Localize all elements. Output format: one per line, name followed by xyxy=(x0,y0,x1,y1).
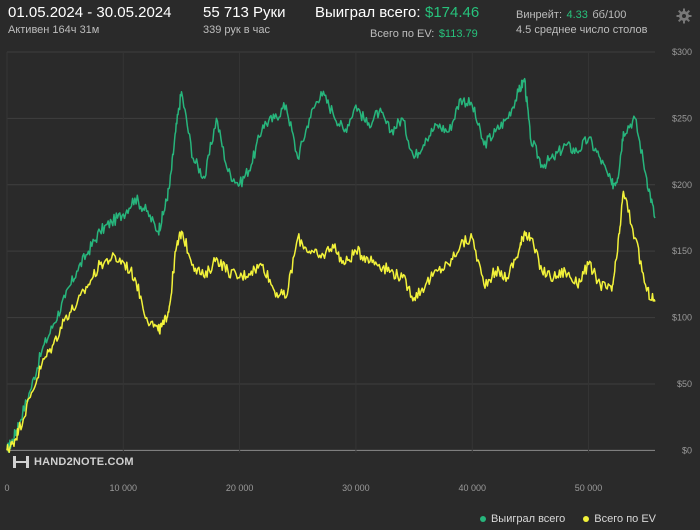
legend-item-ev[interactable]: Всего по EV xyxy=(583,513,656,525)
y-tick-label: $150 xyxy=(672,246,692,256)
total-won-label: Выиграл всего: xyxy=(315,4,421,21)
active-time: Активен 164ч 31м xyxy=(8,24,100,36)
total-ev-label: Всего по EV: xyxy=(370,28,435,40)
winrate-value: 4.33 xyxy=(566,9,588,21)
x-tick-label: 30 000 xyxy=(342,483,370,493)
x-tick-label: 10 000 xyxy=(110,483,138,493)
legend-label-ev: Всего по EV xyxy=(594,513,656,525)
hands-per-hour: 339 рук в час xyxy=(203,24,271,36)
total-ev-value: $113.79 xyxy=(438,28,478,40)
logo-text: HAND2NOTE.COM xyxy=(34,456,134,468)
winrate-unit: бб/100 xyxy=(592,9,627,21)
total-won: Выиграл всего: $174.46 xyxy=(315,4,479,22)
legend-dot-ev xyxy=(583,516,590,522)
winrate: Винрейт: 4.33 бб/100 xyxy=(516,5,626,23)
y-tick-label: $0 xyxy=(682,445,692,455)
chart-grid xyxy=(6,51,655,453)
gear-icon[interactable] xyxy=(676,8,692,24)
legend-item-won[interactable]: Выиграл всего xyxy=(479,513,566,525)
y-tick-label: $300 xyxy=(672,47,692,57)
winrate-label: Винрейт: xyxy=(516,9,563,21)
x-tick-label: 40 000 xyxy=(458,483,486,493)
x-tick-label: 20 000 xyxy=(226,483,254,493)
hands-count: 55 713 Руки xyxy=(203,4,286,21)
legend-dot-won xyxy=(479,516,486,522)
series-line-1 xyxy=(6,190,656,454)
y-tick-label: $200 xyxy=(672,180,692,190)
chart-series xyxy=(6,77,656,454)
y-tick-label: $100 xyxy=(672,313,692,323)
y-tick-label: $250 xyxy=(672,113,692,123)
y-tick-label: $50 xyxy=(677,379,692,389)
stats-header: 01.05.2024 - 30.05.2024 Активен 164ч 31м… xyxy=(0,0,700,44)
y-axis-ticks: $0 $50 $100 $150 $200 $250 $300 xyxy=(672,47,692,455)
legend-label-won: Выиграл всего xyxy=(490,513,566,525)
avg-tables: 4.5 среднее число столов xyxy=(516,24,648,36)
total-ev: Всего по EV: $113.79 xyxy=(370,24,478,42)
chart-legend: Выиграл всего Всего по EV xyxy=(0,510,656,528)
x-tick-label: 0 xyxy=(4,483,9,493)
total-won-value: $174.46 xyxy=(425,4,480,21)
logo-icon xyxy=(13,456,29,468)
series-line-0 xyxy=(6,77,656,454)
date-range[interactable]: 01.05.2024 - 30.05.2024 xyxy=(8,4,172,21)
results-chart[interactable]: $0 $50 $100 $150 $200 $250 $300 0 10 000 20 000 3… xyxy=(0,44,700,510)
x-axis-ticks: 0 10 000 20 000 30 000 40 000 50 000 xyxy=(4,483,602,493)
hand2note-logo: HAND2NOTE.COM xyxy=(12,455,134,469)
x-tick-label: 50 000 xyxy=(575,483,603,493)
